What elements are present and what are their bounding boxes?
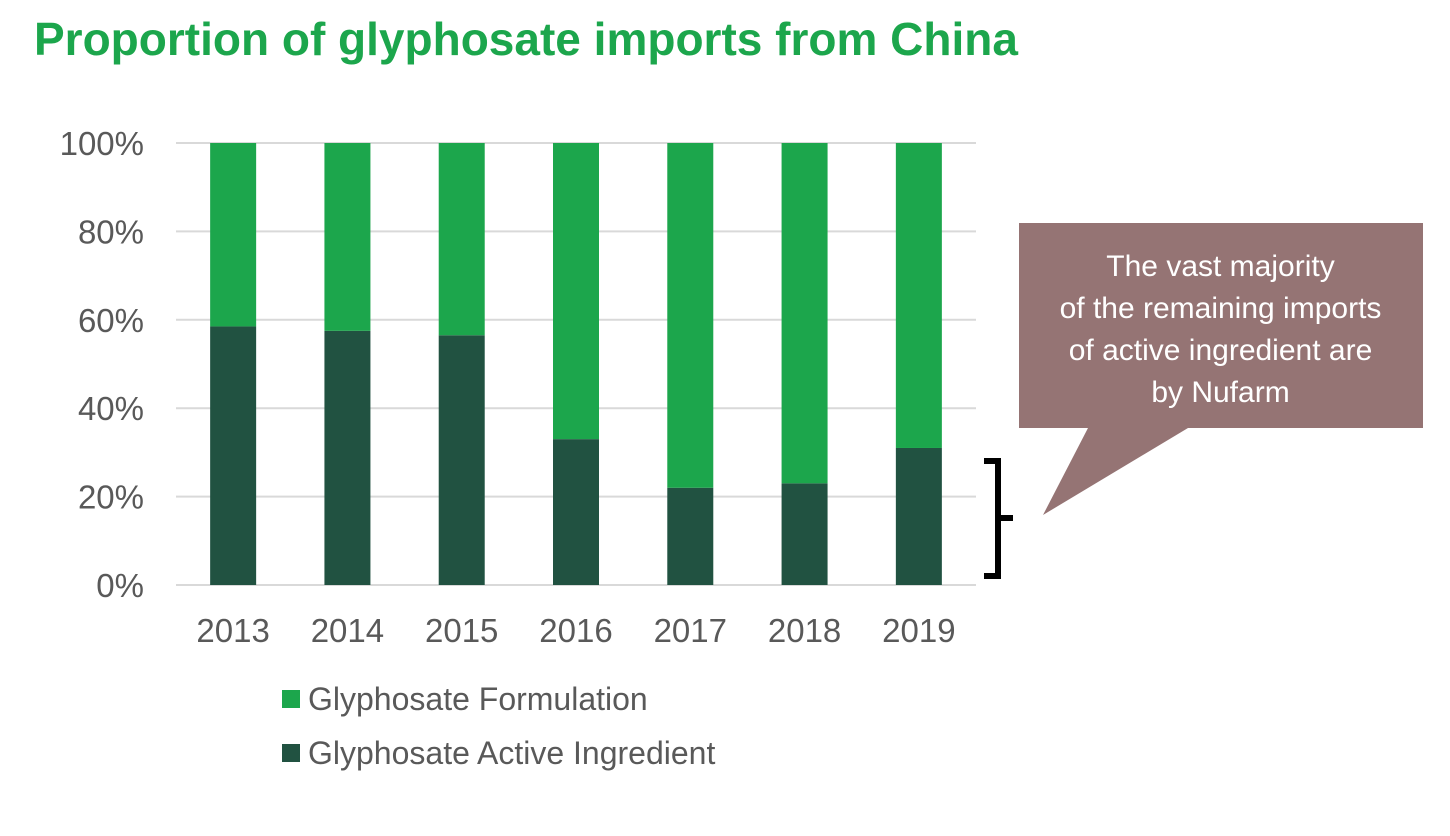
y-tick-label: 60% xyxy=(78,302,144,339)
bar-glyphosate-formulation-2016 xyxy=(553,143,599,440)
legend-label: Glyphosate Formulation xyxy=(308,680,648,717)
bar-glyphosate-formulation-2013 xyxy=(210,143,257,327)
callout-line: of the remaining imports xyxy=(1059,292,1382,325)
bar-glyphosate-active-ingredient-2019 xyxy=(895,447,942,585)
x-tick-label: 2013 xyxy=(196,612,269,649)
x-tick-label: 2016 xyxy=(539,612,612,649)
bar-glyphosate-formulation-2019 xyxy=(895,143,942,448)
bar-glyphosate-active-ingredient-2016 xyxy=(553,439,599,585)
bar-glyphosate-formulation-2017 xyxy=(667,143,714,488)
y-tick-label: 20% xyxy=(78,479,144,516)
legend-swatch-formulation xyxy=(282,690,300,708)
callout-line: The vast majority xyxy=(1106,250,1335,283)
bracket-icon xyxy=(984,458,1013,579)
legend-label: Glyphosate Active Ingredient xyxy=(308,734,716,771)
x-tick-label: 2019 xyxy=(882,612,955,649)
bar-glyphosate-formulation-2014 xyxy=(324,143,371,331)
chart-legend: Glyphosate Formulation Glyphosate Active… xyxy=(282,672,715,780)
x-tick-label: 2017 xyxy=(654,612,727,649)
legend-item-active-ingredient: Glyphosate Active Ingredient xyxy=(282,726,715,780)
callout-text: The vast majority of the remaining impor… xyxy=(1018,246,1423,414)
callout-line: of active ingredient are xyxy=(1068,334,1373,367)
chart-title: Proportion of glyphosate imports from Ch… xyxy=(34,13,1018,65)
legend-item-formulation: Glyphosate Formulation xyxy=(282,672,715,726)
y-tick-label: 80% xyxy=(78,213,144,250)
x-tick-label: 2018 xyxy=(768,612,841,649)
bar-glyphosate-active-ingredient-2013 xyxy=(210,326,257,585)
y-tick-label: 0% xyxy=(96,567,144,604)
x-tick-label: 2015 xyxy=(425,612,498,649)
bar-glyphosate-active-ingredient-2015 xyxy=(438,335,485,585)
x-tick-label: 2014 xyxy=(311,612,384,649)
bar-glyphosate-active-ingredient-2017 xyxy=(667,487,714,585)
y-tick-label: 40% xyxy=(78,390,144,427)
bar-glyphosate-formulation-2018 xyxy=(781,143,828,484)
bar-glyphosate-active-ingredient-2018 xyxy=(781,483,828,585)
legend-swatch-active-ingredient xyxy=(282,744,300,762)
bars xyxy=(210,143,942,585)
callout xyxy=(984,223,1423,579)
bar-glyphosate-formulation-2015 xyxy=(438,143,485,336)
callout-line: by Nufarm xyxy=(1151,376,1290,409)
x-axis-ticks: 2013 2014 2015 2016 2017 2018 2019 xyxy=(196,612,955,649)
y-axis-ticks: 0% 20% 40% 60% 80% 100% xyxy=(60,125,144,604)
y-tick-label: 100% xyxy=(60,125,144,162)
callout-bubble xyxy=(1019,223,1423,515)
bar-glyphosate-active-ingredient-2014 xyxy=(324,330,371,585)
